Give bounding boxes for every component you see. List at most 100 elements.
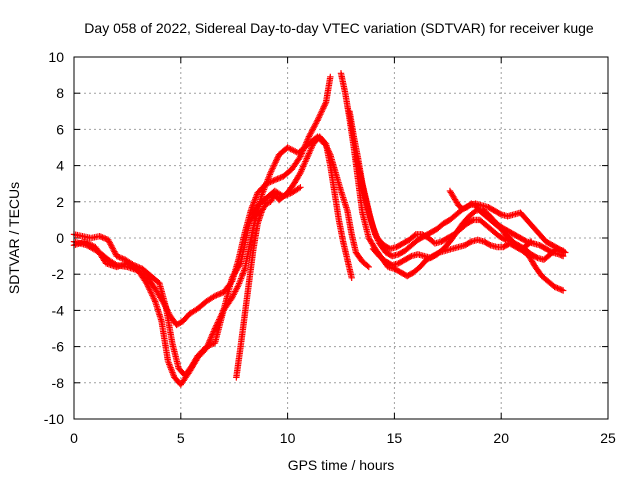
data-point bbox=[217, 290, 224, 297]
data-point bbox=[213, 292, 220, 299]
data-point bbox=[305, 134, 312, 142]
data-point bbox=[145, 284, 152, 291]
series-satellite-track-3 bbox=[70, 184, 304, 379]
series-satellite-track-5 bbox=[337, 70, 567, 294]
data-point bbox=[558, 286, 565, 294]
data-point bbox=[297, 184, 304, 191]
data-point bbox=[99, 234, 106, 241]
data-point bbox=[129, 261, 136, 268]
data-point bbox=[130, 261, 138, 269]
data-point bbox=[248, 214, 256, 221]
data-point bbox=[208, 340, 216, 348]
data-point bbox=[149, 292, 156, 299]
chart-title: Day 058 of 2022, Sidereal Day-to-day VTE… bbox=[84, 20, 594, 36]
data-point bbox=[559, 247, 567, 254]
data-point bbox=[321, 139, 329, 146]
data-point bbox=[468, 200, 475, 207]
data-point bbox=[555, 251, 563, 258]
data-point bbox=[551, 283, 558, 291]
data-points bbox=[70, 70, 569, 388]
y-tick-label: -2 bbox=[52, 266, 65, 282]
data-point bbox=[411, 232, 418, 239]
data-point bbox=[315, 114, 323, 121]
x-tick-label: 0 bbox=[70, 430, 78, 446]
data-point bbox=[144, 281, 151, 288]
data-point bbox=[247, 217, 254, 224]
x-tick-label: 25 bbox=[600, 430, 616, 446]
data-point bbox=[252, 206, 259, 214]
data-point bbox=[207, 341, 214, 348]
data-point bbox=[559, 252, 567, 260]
data-point bbox=[486, 241, 493, 248]
data-point bbox=[133, 263, 140, 270]
data-point bbox=[264, 199, 271, 207]
data-point bbox=[270, 163, 277, 171]
data-point bbox=[248, 215, 255, 223]
data-point bbox=[273, 157, 280, 164]
data-point bbox=[207, 336, 214, 343]
data-point bbox=[249, 212, 256, 220]
data-point bbox=[460, 205, 468, 212]
y-tick-label: -6 bbox=[52, 339, 65, 355]
plot-frame bbox=[73, 56, 609, 420]
data-point bbox=[348, 274, 355, 282]
data-point bbox=[274, 175, 281, 183]
data-point bbox=[151, 296, 158, 304]
data-point bbox=[314, 117, 321, 124]
y-tick-label: 0 bbox=[56, 230, 64, 246]
data-point bbox=[270, 162, 278, 169]
series-satellite-track-9 bbox=[446, 187, 535, 253]
data-point bbox=[468, 217, 476, 224]
data-point bbox=[272, 159, 279, 166]
data-point bbox=[251, 208, 259, 215]
data-point bbox=[317, 111, 324, 118]
series-satellite-track-2 bbox=[70, 133, 372, 388]
data-point bbox=[466, 239, 474, 246]
data-point bbox=[533, 253, 540, 261]
data-point bbox=[236, 261, 243, 268]
data-point bbox=[271, 176, 278, 184]
data-point bbox=[97, 233, 105, 240]
x-tick-labels: 0 5 10 15 20 25 bbox=[70, 430, 616, 446]
data-point bbox=[317, 109, 325, 117]
data-point bbox=[277, 174, 284, 181]
data-point bbox=[102, 235, 109, 242]
data-point bbox=[500, 235, 508, 243]
data-point bbox=[116, 254, 123, 261]
data-point bbox=[271, 160, 278, 167]
data-point bbox=[319, 106, 326, 113]
data-point bbox=[253, 205, 260, 212]
series-satellite-track-8 bbox=[369, 205, 567, 269]
y-tick-label: -10 bbox=[44, 411, 64, 427]
data-point bbox=[313, 118, 320, 126]
data-point bbox=[146, 287, 154, 294]
data-point bbox=[552, 284, 560, 291]
data-point bbox=[211, 326, 218, 334]
data-point bbox=[273, 176, 280, 183]
y-tick-label: 2 bbox=[56, 194, 64, 210]
data-point bbox=[407, 253, 414, 261]
data-point bbox=[263, 200, 270, 207]
data-point bbox=[246, 218, 254, 226]
y-axis-label: SDTVAR / TECUs bbox=[6, 182, 22, 294]
x-tick-label: 15 bbox=[387, 430, 403, 446]
data-point bbox=[320, 103, 328, 110]
data-point bbox=[268, 166, 276, 174]
data-point bbox=[143, 280, 150, 287]
y-tick-labels: -10 -8 -6 -4 -2 0 2 4 6 8 10 bbox=[44, 49, 64, 427]
data-point bbox=[297, 153, 304, 160]
data-point bbox=[469, 201, 476, 208]
data-point bbox=[547, 248, 555, 255]
data-point bbox=[273, 156, 281, 163]
data-point bbox=[295, 185, 303, 192]
data-point bbox=[316, 112, 323, 120]
y-tick-label: -8 bbox=[52, 375, 65, 391]
y-tick-label: 4 bbox=[56, 158, 64, 174]
data-point bbox=[211, 292, 219, 300]
data-point bbox=[204, 342, 212, 350]
data-point bbox=[146, 286, 153, 293]
data-point bbox=[206, 342, 213, 349]
data-point bbox=[527, 238, 535, 245]
data-point bbox=[144, 283, 152, 290]
